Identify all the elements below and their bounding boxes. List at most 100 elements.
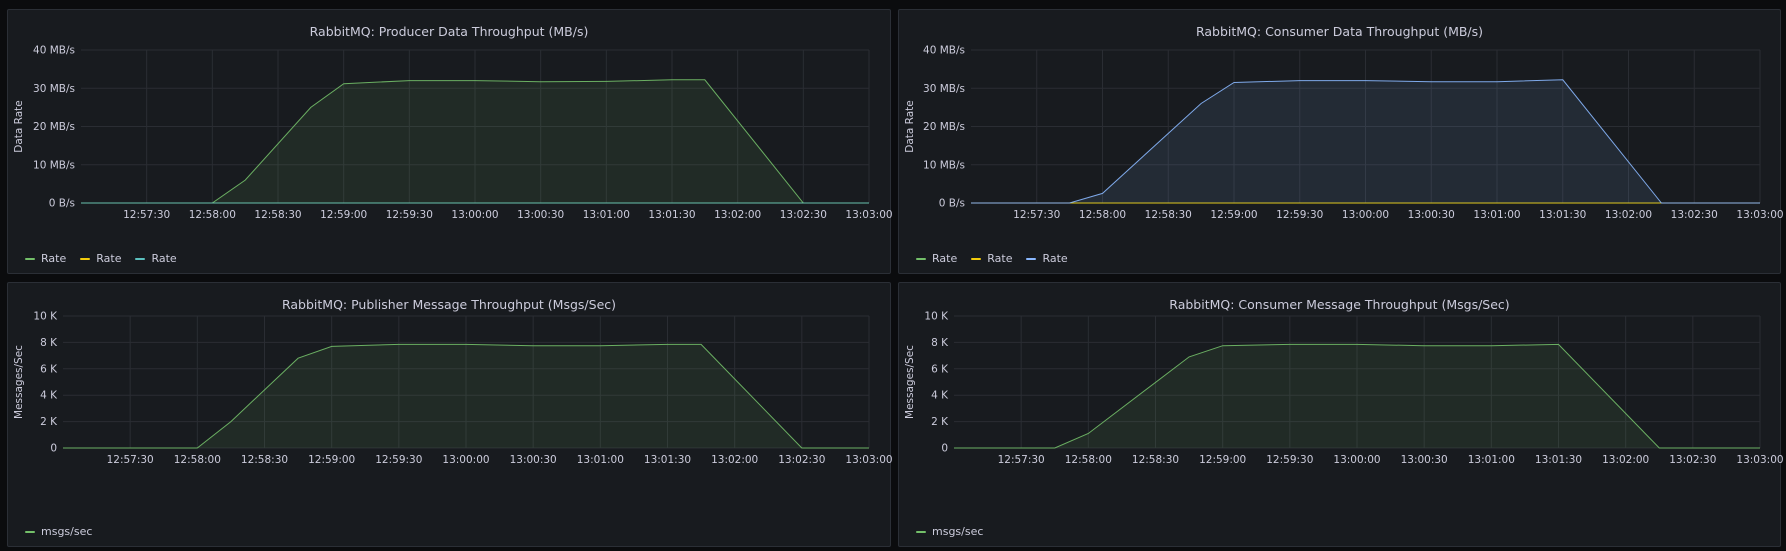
x-tick-label: 13:00:00: [1342, 209, 1389, 221]
x-tick-label: 13:03:00: [845, 454, 892, 466]
x-tick-label: 12:58:30: [254, 209, 301, 221]
y-axis-label: Data Rate: [904, 100, 916, 153]
x-tick-label: 13:03:00: [1736, 454, 1783, 466]
data-point: [868, 447, 870, 449]
data-point: [1423, 345, 1425, 347]
x-tick-label: 12:58:00: [1065, 454, 1112, 466]
legend-label: Rate: [932, 252, 958, 265]
data-point: [1491, 345, 1493, 347]
legend-item[interactable]: Rate: [135, 252, 177, 265]
legend-item[interactable]: msgs/sec: [916, 525, 983, 538]
x-tick-label: 13:00:30: [1401, 454, 1448, 466]
legend-label: Rate: [151, 252, 177, 265]
data-point: [1289, 344, 1291, 346]
panel-title[interactable]: RabbitMQ: Producer Data Throughput (MB/s…: [309, 24, 589, 39]
series-area: [81, 79, 869, 203]
data-point: [1661, 202, 1663, 204]
y-tick-label: 6 K: [40, 363, 58, 375]
y-tick-label: 30 MB/s: [33, 83, 75, 95]
x-tick-label: 12:59:30: [375, 454, 422, 466]
data-point: [1188, 356, 1190, 358]
legend-item[interactable]: Rate: [1026, 252, 1068, 265]
x-tick-label: 13:01:30: [644, 454, 691, 466]
x-tick-label: 13:00:00: [451, 209, 498, 221]
data-point: [801, 447, 803, 449]
data-point: [700, 344, 702, 346]
x-tick-label: 13:01:00: [1473, 209, 1520, 221]
x-tick-label: 13:00:30: [1408, 209, 1455, 221]
x-tick-label: 12:57:30: [107, 454, 154, 466]
panel-title[interactable]: RabbitMQ: Publisher Message Throughput (…: [281, 297, 617, 312]
producer-data-chart: 0 B/s 10 MB/s 20 MB/s 30 MB/s 40 MB/s 12:57:3…: [13, 45, 893, 222]
y-tick-label: 6 K: [931, 363, 949, 375]
legend-item[interactable]: Rate: [916, 252, 957, 265]
data-point: [343, 83, 345, 85]
data-point: [671, 79, 673, 81]
data-point: [197, 447, 199, 449]
x-tick-label: 12:59:30: [1276, 209, 1323, 221]
legend-item[interactable]: Rate: [25, 252, 66, 265]
data-point: [1222, 345, 1224, 347]
data-point: [80, 202, 82, 204]
y-tick-label: 4 K: [40, 390, 58, 402]
x-tick-label: 12:57:30: [1013, 209, 1060, 221]
x-tick-label: 13:02:30: [778, 454, 825, 466]
data-point: [62, 447, 64, 449]
data-point: [1659, 447, 1661, 449]
x-tick-label: 12:58:30: [1132, 454, 1179, 466]
x-tick-label: 13:02:30: [780, 209, 827, 221]
data-point: [331, 346, 333, 348]
x-tick-label: 13:00:30: [510, 454, 557, 466]
legend-swatch: [80, 257, 91, 260]
data-point: [1054, 447, 1056, 449]
x-tick-label: 13:01:00: [1468, 454, 1515, 466]
legend-swatch: [25, 257, 35, 260]
data-point: [868, 202, 870, 204]
consumer-data-chart: 0 B/s 10 MB/s 20 MB/s 30 MB/s 40 MB/s 12:57:3…: [904, 45, 1784, 222]
x-tick-label: 13:01:30: [1539, 209, 1586, 221]
y-axis-label: Messages/Sec: [904, 345, 916, 419]
y-tick-label: 2 K: [40, 416, 58, 428]
data-point: [1759, 202, 1761, 204]
x-tick-label: 13:00:30: [517, 209, 564, 221]
data-point: [1102, 193, 1104, 195]
data-point: [1233, 82, 1235, 84]
series-area: [971, 79, 1760, 203]
x-tick-label: 13:03:00: [1736, 209, 1783, 221]
legend-swatch: [916, 257, 926, 260]
y-tick-label: 10 MB/s: [923, 159, 965, 171]
data-point: [606, 81, 608, 83]
x-tick-label: 12:59:00: [1199, 454, 1246, 466]
data-point: [1431, 81, 1433, 83]
legend-item[interactable]: Rate: [80, 252, 121, 265]
data-point: [532, 345, 534, 347]
consumer-data-throughput-panel: RabbitMQ: Consumer Data Throughput (MB/s…: [898, 9, 1784, 274]
legend-label: Rate: [96, 252, 122, 265]
data-point: [398, 344, 400, 346]
x-tick-label: 13:01:30: [648, 209, 695, 221]
x-tick-label: 12:58:00: [1079, 209, 1126, 221]
legend-label: msgs/sec: [932, 525, 984, 538]
x-tick-label: 13:01:30: [1535, 454, 1582, 466]
chart-legend: msgs/sec: [916, 525, 983, 538]
legend-item[interactable]: Rate: [971, 252, 1012, 265]
data-point: [667, 344, 669, 346]
panel-title[interactable]: RabbitMQ: Consumer Data Throughput (MB/s…: [1195, 24, 1484, 39]
x-tick-label: 12:58:30: [1145, 209, 1192, 221]
y-axis-label: Messages/Sec: [13, 345, 25, 419]
data-point: [970, 202, 972, 204]
legend-item[interactable]: msgs/sec: [25, 525, 92, 538]
y-tick-label: 10 MB/s: [33, 159, 75, 171]
y-tick-label: 20 MB/s: [33, 121, 75, 133]
series-line: [63, 343, 869, 449]
legend-swatch: [135, 257, 146, 260]
y-tick-label: 0 B/s: [939, 198, 965, 210]
chart-legend: msgs/sec: [25, 525, 92, 538]
data-point: [1069, 202, 1071, 204]
legend-label: msgs/sec: [41, 525, 93, 538]
data-point: [474, 80, 476, 82]
panel-title[interactable]: RabbitMQ: Consumer Message Throughput (M…: [1169, 297, 1510, 312]
x-tick-label: 13:02:30: [1671, 209, 1718, 221]
x-tick-label: 13:00:00: [1333, 454, 1380, 466]
x-tick-label: 12:59:30: [1266, 454, 1313, 466]
